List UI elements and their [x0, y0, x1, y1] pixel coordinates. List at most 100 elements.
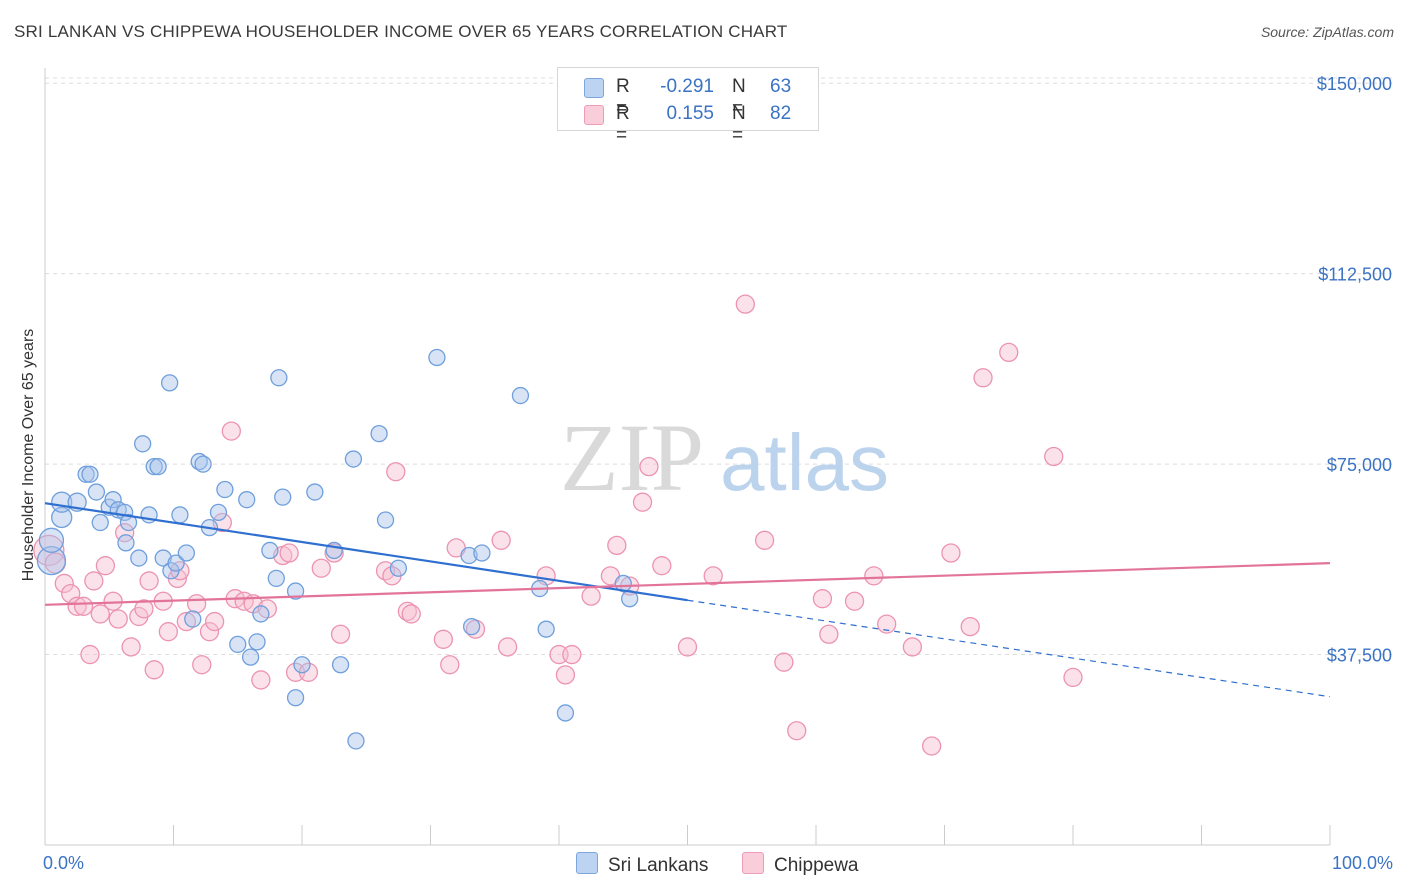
chippewa-point: [812, 589, 833, 609]
sri-lankan-point: [209, 503, 228, 522]
chippewa-point: [581, 586, 601, 606]
chippewa-point: [877, 614, 897, 634]
chippewa-point: [54, 573, 74, 594]
chippewa-point: [186, 594, 207, 614]
chippewa-point: [1044, 446, 1064, 467]
sri-lankan-point: [252, 605, 270, 623]
axes: [44, 68, 1331, 846]
chippewa-point: [103, 591, 123, 611]
chippewa-point: [401, 604, 421, 624]
chippewa-point: [330, 624, 351, 644]
chippewa-point: [433, 629, 454, 649]
chippewa-point: [819, 624, 839, 644]
y-tick-label: $37,500: [1327, 646, 1392, 666]
watermark-zip: ZIP: [560, 404, 704, 511]
chippewa-point: [95, 556, 116, 576]
trend-lines: [44, 502, 1331, 698]
sri-lankan-point: [270, 369, 288, 387]
sri-lankan-trend-extension: [687, 599, 1331, 698]
sri-lankan-point: [428, 348, 446, 367]
y-tick-label: $75,000: [1327, 455, 1392, 475]
source-label: Source: ZipAtlas.com: [1260, 24, 1394, 40]
chippewa-point: [176, 611, 197, 632]
sri-lankan-point: [87, 483, 106, 501]
chippewa-point: [491, 530, 511, 550]
sri-lankan-point: [473, 544, 491, 562]
sri-lankan-point: [306, 483, 324, 501]
sri-lankan-point: [370, 424, 388, 443]
sri-lankan-point: [149, 458, 167, 476]
zipatlas-watermark: ZIP atlas: [560, 404, 889, 511]
sri-lankan-point: [119, 513, 138, 532]
chippewa-point: [251, 670, 271, 690]
legend-swatch-pink: [584, 105, 604, 125]
sri-lankan-point: [51, 506, 73, 529]
x-tick-label-min: 0.0%: [43, 853, 84, 873]
legend-swatch-blue: [584, 78, 604, 98]
chippewa-point: [703, 566, 723, 586]
chippewa-point: [440, 655, 460, 675]
chippewa-point: [652, 556, 672, 576]
sri-lankan-point: [177, 544, 196, 562]
chippewa-point: [221, 421, 241, 441]
chippewa-point: [84, 571, 104, 591]
chippewa-point: [279, 543, 299, 563]
y-tick-label: $150,000: [1317, 74, 1392, 94]
sri-lankan-point: [194, 455, 212, 473]
chippewa-trend-line: [44, 562, 1331, 606]
sri-lankan-point: [274, 488, 292, 506]
y-tick-label: $112,500: [1318, 265, 1392, 285]
chippewa-point: [108, 609, 128, 629]
legend-r-label: R =: [616, 76, 630, 119]
chippewa-point: [922, 736, 942, 756]
bottom-legend-swatch-blue: [576, 852, 598, 874]
chippewa-point: [639, 457, 659, 477]
sri-lankan-point: [171, 506, 189, 524]
sri-lankan-point: [117, 534, 135, 552]
sri-lankan-point: [286, 689, 305, 707]
legend-n-label: N =: [732, 76, 746, 119]
chippewa-point: [754, 530, 775, 550]
chippewa-point: [497, 637, 518, 657]
chippewa-points: [33, 294, 1083, 756]
legend-r-label: R =: [616, 103, 630, 146]
bottom-legend-sri-lankans: Sri Lankans: [576, 852, 708, 877]
bottom-legend-swatch-pink: [742, 852, 764, 874]
chippewa-point: [139, 571, 159, 591]
chippewa-point: [80, 644, 100, 665]
sri-lankan-point: [81, 465, 99, 483]
sri-lankan-point: [216, 480, 234, 499]
chippewa-point: [33, 534, 65, 567]
legend-r-value: -0.291: [660, 76, 714, 97]
sri-lankan-point: [154, 549, 172, 567]
sri-lankan-point: [376, 511, 395, 529]
chippewa-point: [311, 558, 331, 578]
chippewa-point: [555, 665, 576, 685]
sri-lankan-point: [130, 549, 148, 567]
chippewa-point: [632, 492, 653, 512]
chippewa-point: [121, 637, 141, 657]
sri-lankan-point: [229, 635, 247, 654]
chart-title: SRI LANKAN VS CHIPPEWA HOUSEHOLDER INCOM…: [14, 22, 788, 41]
chippewa-point: [973, 368, 993, 388]
chippewa-point: [774, 652, 794, 672]
chippewa-point: [607, 535, 627, 556]
chippewa-point: [204, 611, 225, 632]
chippewa-point: [787, 721, 807, 741]
sri-lankan-point: [104, 491, 122, 509]
sri-lankan-point: [238, 491, 256, 509]
sri-lankan-point: [145, 458, 163, 476]
sri-lankan-point: [511, 386, 530, 405]
chippewa-point: [902, 637, 923, 657]
chippewa-point: [864, 566, 884, 586]
sri-lankan-point: [347, 732, 365, 750]
sri-lankan-point: [36, 545, 67, 576]
sri-lankan-point: [325, 541, 343, 560]
chippewa-point: [1063, 667, 1083, 688]
sri-lankan-point: [267, 569, 285, 588]
sri-lankan-point: [184, 610, 202, 628]
chippewa-point: [134, 599, 154, 619]
bottom-legend-label: Sri Lankans: [608, 855, 709, 876]
correlation-legend: R = -0.291 N = 63 R = 0.155 N = 82: [557, 67, 819, 146]
sri-lankan-point: [241, 648, 260, 666]
